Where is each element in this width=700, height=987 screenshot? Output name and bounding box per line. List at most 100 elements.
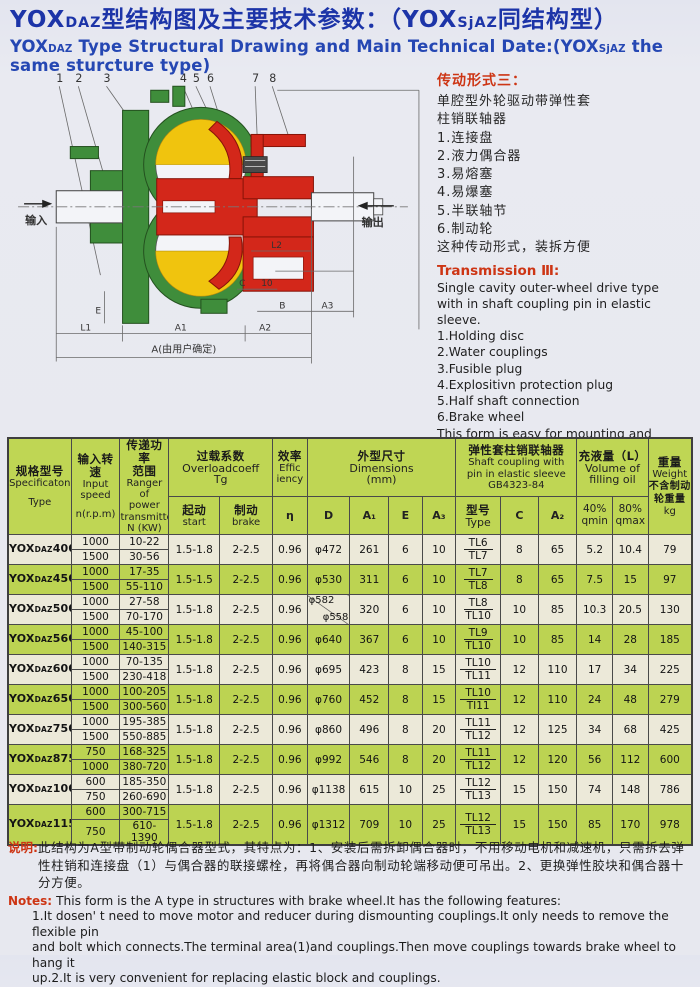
callout-4: 4	[180, 72, 187, 85]
cell-q80: 34	[612, 655, 648, 685]
cell-q80: 48	[612, 685, 648, 715]
cell-a1: 367	[350, 625, 389, 655]
cell-a1: 423	[350, 655, 389, 685]
cell-q40: 17	[577, 655, 613, 685]
cell-brake-coeff: 2-2.5	[220, 565, 273, 595]
cell-q80: 28	[612, 625, 648, 655]
title-en-part: Type Structural Drawing and Main Technic…	[73, 37, 599, 56]
note-en: Notes: This form is the A type in struct…	[8, 894, 696, 987]
cell-start-coeff: 1.5-1.8	[169, 655, 220, 685]
cell-efficiency: 0.96	[273, 625, 308, 655]
title-zh-sub: DAZ	[65, 15, 101, 31]
cell-c: 10	[501, 595, 539, 625]
cell-efficiency: 0.96	[273, 775, 308, 805]
cell-brake-coeff: 2-2.5	[220, 655, 273, 685]
dim-l1: L1	[80, 323, 91, 333]
cell-model: YOXDAZ450	[8, 565, 71, 595]
col-header-volume: 充液量（L） Volume of filling oil	[577, 438, 648, 497]
cell-weight: 279	[648, 685, 692, 715]
col-header-tl-type: 型号 Type	[456, 497, 501, 535]
cell-weight: 130	[648, 595, 692, 625]
dim-c-value: 10	[261, 279, 273, 289]
cell-e: 8	[389, 745, 423, 775]
note-zh-text: 此结构为A型带制动轮偶合器型式，其特点为：1、安装后需拆卸偶合器时，不用移动电机…	[38, 839, 696, 892]
transmission-en-line: 1.Holding disc	[437, 328, 697, 344]
cell-power: 260-690	[120, 790, 169, 805]
col-header-efficiency: 效率 Effic iency	[273, 438, 308, 497]
cell-brake-coeff: 2-2.5	[220, 715, 273, 745]
col-header-q80: 80% qmax	[612, 497, 648, 535]
cell-e: 8	[389, 715, 423, 745]
cell-speed: 1000	[71, 655, 120, 670]
cell-speed: 1000	[71, 685, 120, 700]
transmission-heading-en: Transmission Ⅲ:	[437, 263, 697, 279]
page-title-zh: YOXDAZ型结构图及主要技术参数：（YOXSjAZ同结构型）	[10, 7, 700, 36]
cell-power: 300-560	[120, 700, 169, 715]
input-marker: 输入	[24, 200, 52, 227]
hub-bore	[163, 201, 215, 213]
cell-diameter: φ860	[307, 715, 350, 745]
spec-table-header: 规格型号 Specificaton Type 输入转速 Input speed …	[8, 438, 692, 535]
cell-a3: 20	[422, 745, 456, 775]
output-marker: 输出	[358, 202, 394, 229]
transmission-en-line: 4.Explositivn protection plug	[437, 377, 697, 393]
col-header-overload: 过载系数 Overloadcoeff Tg	[169, 438, 273, 497]
cell-weight: 425	[648, 715, 692, 745]
dim-a2: A2	[259, 323, 271, 333]
cell-efficiency: 0.96	[273, 685, 308, 715]
cell-a2: 65	[538, 565, 577, 595]
cell-start-coeff: 1.5-1.8	[169, 685, 220, 715]
spec-table: 规格型号 Specificaton Type 输入转速 Input speed …	[7, 437, 693, 846]
transmission-en-line: 2.Water couplings	[437, 344, 697, 360]
cell-power: 380-720	[120, 760, 169, 775]
cell-brake-coeff: 2-2.5	[220, 745, 273, 775]
cell-c: 10	[501, 625, 539, 655]
cell-power: 17-35	[120, 565, 169, 580]
cell-q80: 112	[612, 745, 648, 775]
cell-speed: 1000	[71, 535, 120, 550]
cell-a2: 110	[538, 655, 577, 685]
cell-efficiency: 0.96	[273, 565, 308, 595]
cell-a3: 20	[422, 715, 456, 745]
cell-speed: 600	[71, 805, 120, 820]
cell-speed: 750	[71, 745, 120, 760]
col-header-brake: 制动 brake	[220, 497, 273, 535]
cell-model: YOXDAZ400	[8, 535, 71, 565]
side-bolt-icon	[70, 147, 98, 159]
cell-a2: 120	[538, 745, 577, 775]
cell-weight: 600	[648, 745, 692, 775]
cell-diameter: φ640	[307, 625, 350, 655]
note-en-line: 1.It dosen' t need to move motor and red…	[8, 909, 696, 940]
cell-efficiency: 0.96	[273, 535, 308, 565]
table-row: YOXDAZ650 1000 100-205 1.5-1.8 2-2.5 0.9…	[8, 685, 692, 700]
transmission-zh-line: 柱销联轴器	[437, 111, 697, 129]
cell-efficiency: 0.96	[273, 715, 308, 745]
cell-efficiency: 0.96	[273, 745, 308, 775]
title-en-sub: SjAZ	[599, 44, 626, 55]
note-en-line: and bolt which connects.The terminal are…	[8, 940, 696, 971]
transmission-zh-line: 5.半联轴节	[437, 203, 697, 221]
cell-q80: 20.5	[612, 595, 648, 625]
cell-q40: 74	[577, 775, 613, 805]
cell-a2: 150	[538, 775, 577, 805]
cell-model: YOXDAZ600	[8, 655, 71, 685]
title-en-sub: DAZ	[48, 44, 72, 55]
cell-c: 12	[501, 715, 539, 745]
cell-a3: 10	[422, 625, 456, 655]
col-header-q40: 40% qmin	[577, 497, 613, 535]
cell-speed: 1000	[71, 595, 120, 610]
cell-start-coeff: 1.5-1.8	[169, 625, 220, 655]
cell-a1: 311	[350, 565, 389, 595]
cell-start-coeff: 1.5-1.5	[169, 565, 220, 595]
spec-table-body: YOXDAZ400 1000 10-22 1.5-1.8 2-2.5 0.96 …	[8, 535, 692, 846]
cell-power: 140-315	[120, 640, 169, 655]
structural-drawing: 1 2 3 4 5 6 7 8	[4, 60, 434, 434]
table-row: YOXDAZ1000 600 185-350 1.5-1.8 2-2.5 0.9…	[8, 775, 692, 790]
top-bolt-icon	[151, 90, 169, 102]
cell-a3: 15	[422, 655, 456, 685]
cell-power: 168-325	[120, 745, 169, 760]
